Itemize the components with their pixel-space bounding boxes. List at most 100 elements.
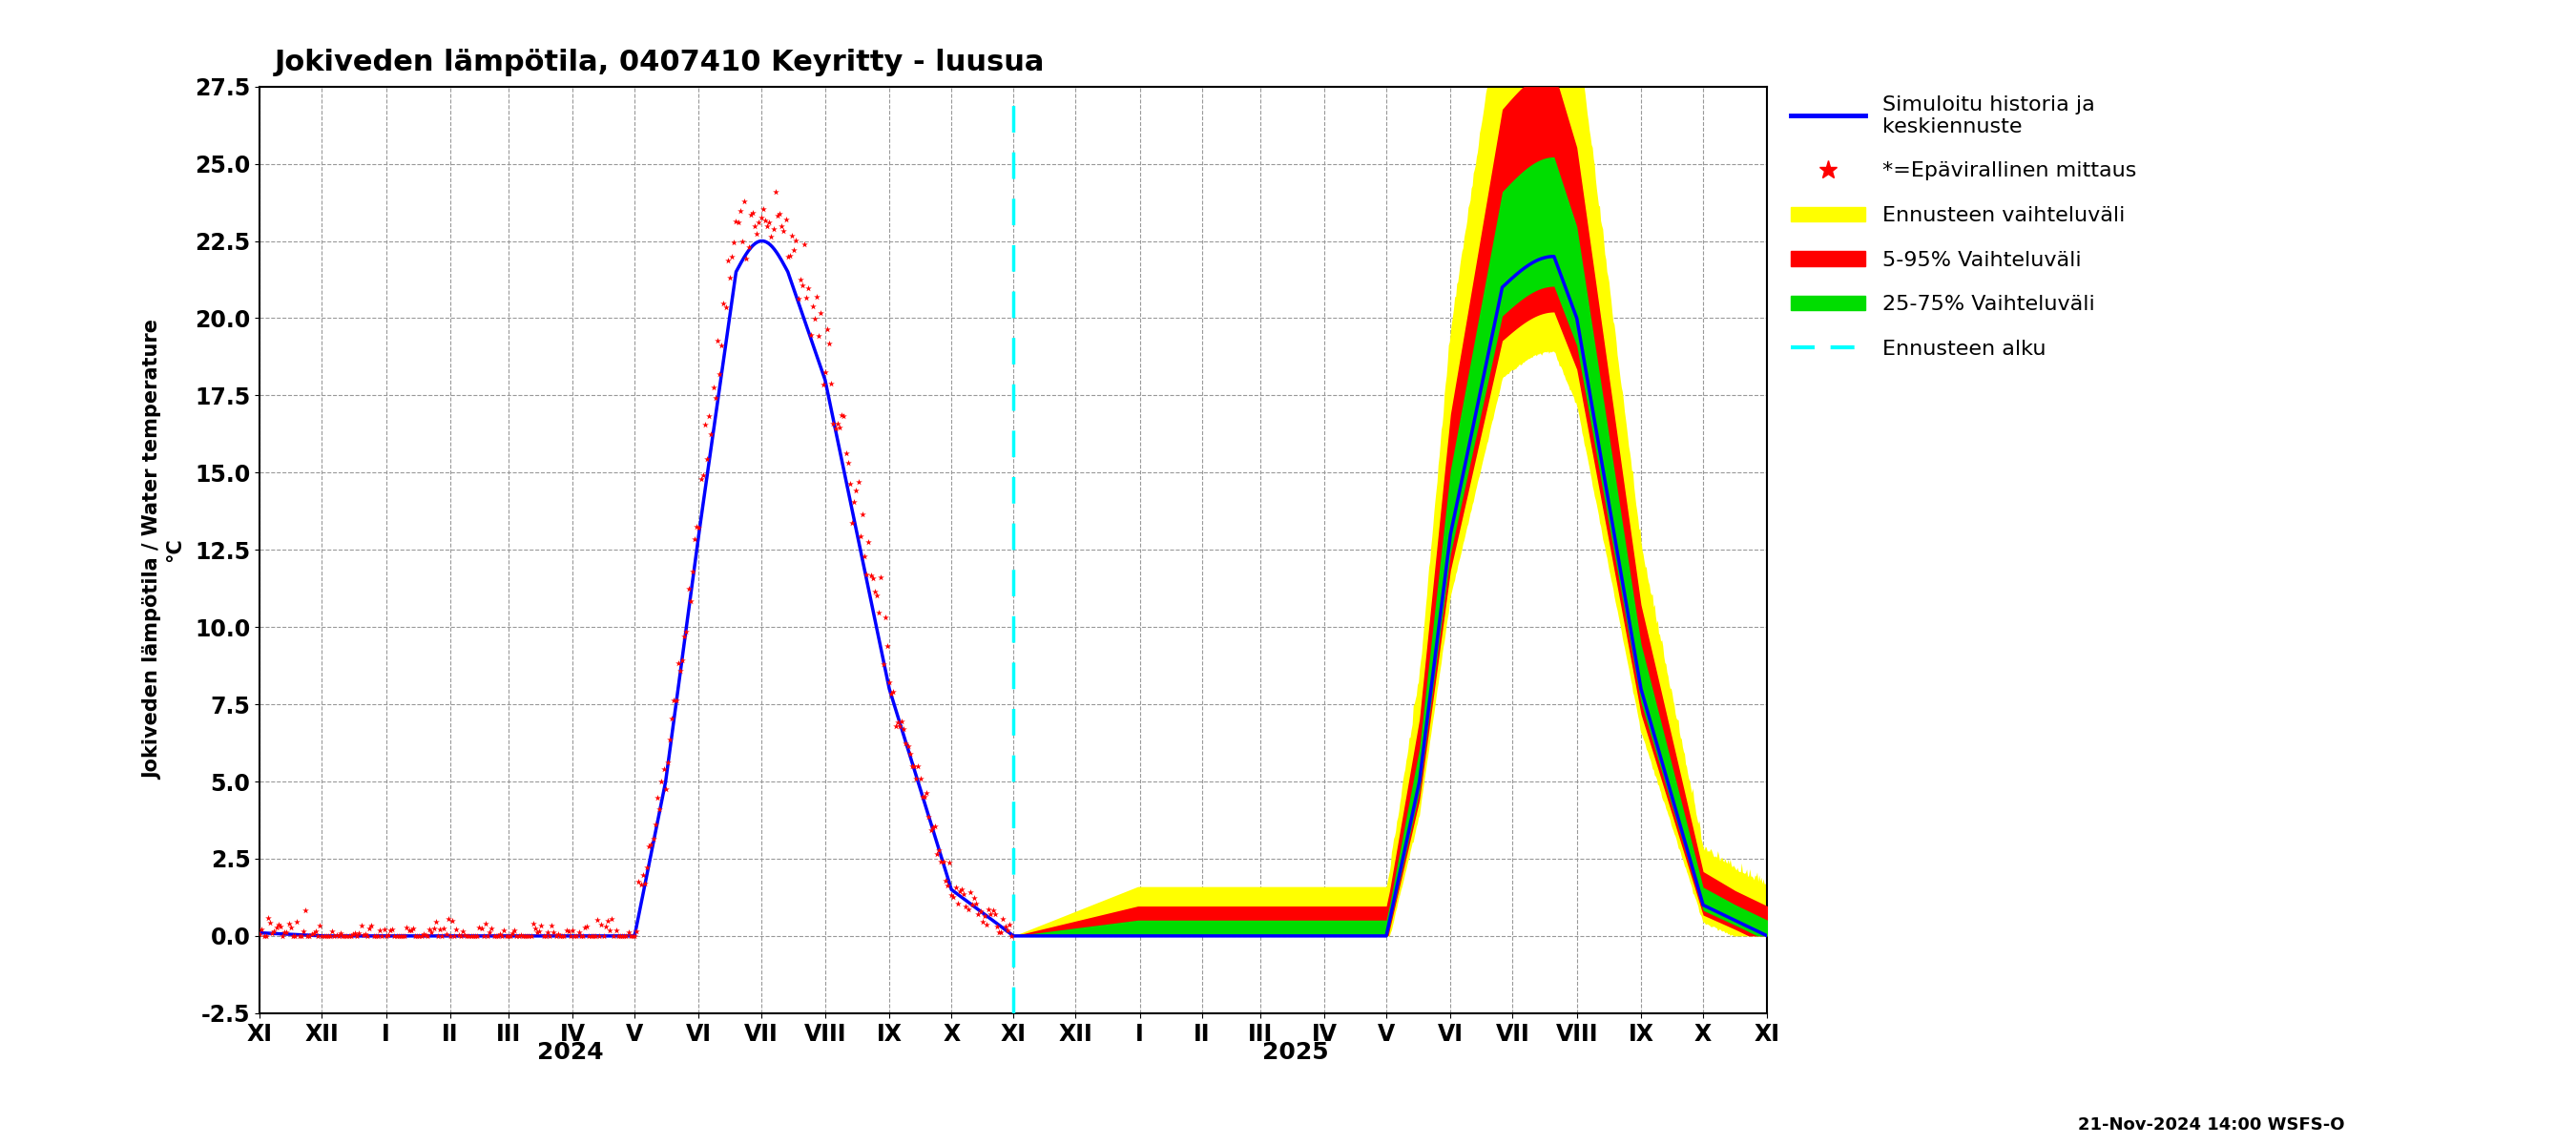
- Point: [696, 389, 737, 408]
- Point: [291, 925, 332, 943]
- Point: [644, 780, 685, 798]
- Point: [958, 905, 999, 923]
- Point: [845, 566, 886, 584]
- Point: [814, 414, 855, 433]
- Point: [572, 926, 613, 945]
- Point: [528, 923, 569, 941]
- Point: [801, 376, 842, 394]
- Point: [348, 926, 389, 945]
- Point: [670, 592, 711, 610]
- Point: [750, 214, 791, 232]
- Point: [974, 906, 1015, 924]
- Point: [453, 926, 495, 945]
- Point: [255, 918, 296, 937]
- Point: [623, 866, 665, 884]
- Point: [479, 925, 520, 943]
- Point: [881, 712, 922, 731]
- Point: [848, 532, 889, 551]
- Point: [461, 919, 502, 938]
- Point: [289, 926, 330, 945]
- Point: [337, 926, 379, 945]
- Point: [984, 917, 1025, 935]
- Point: [247, 909, 289, 927]
- Legend: Simuloitu historia ja
keskiennuste, *=Epävirallinen mittaus, Ennusteen vaihteluv: Simuloitu historia ja keskiennuste, *=Ep…: [1783, 87, 2146, 368]
- Point: [371, 921, 412, 939]
- Point: [914, 816, 956, 835]
- Point: [587, 911, 629, 930]
- Point: [832, 514, 873, 532]
- Point: [569, 926, 611, 945]
- Point: [711, 247, 752, 266]
- Point: [518, 923, 559, 941]
- Point: [569, 926, 611, 945]
- Point: [410, 921, 451, 939]
- Point: [685, 416, 726, 434]
- Point: [940, 882, 981, 900]
- Point: [760, 205, 801, 223]
- Text: 2025: 2025: [1262, 1041, 1329, 1064]
- Point: [281, 926, 322, 945]
- Point: [345, 925, 386, 943]
- Point: [250, 914, 291, 932]
- Point: [647, 753, 688, 772]
- Point: [976, 918, 1018, 937]
- Point: [933, 887, 974, 906]
- Point: [507, 926, 549, 945]
- Point: [662, 650, 703, 669]
- Point: [242, 921, 283, 939]
- Point: [415, 913, 456, 931]
- Point: [433, 926, 474, 945]
- Point: [337, 924, 379, 942]
- Point: [701, 337, 742, 355]
- Point: [577, 910, 618, 929]
- Point: [737, 224, 778, 243]
- Point: [726, 250, 768, 268]
- Point: [533, 923, 574, 941]
- Point: [312, 923, 353, 941]
- Point: [757, 207, 799, 226]
- Point: [605, 926, 647, 945]
- Point: [961, 913, 1002, 931]
- Point: [600, 926, 641, 945]
- Point: [515, 919, 556, 938]
- Point: [889, 744, 930, 763]
- Point: [744, 211, 786, 229]
- Point: [904, 788, 945, 806]
- Point: [853, 569, 894, 587]
- Point: [750, 228, 791, 246]
- Point: [618, 872, 659, 891]
- Point: [562, 926, 603, 945]
- Point: [811, 374, 853, 393]
- Point: [878, 717, 920, 735]
- Point: [989, 916, 1030, 934]
- Point: [940, 881, 981, 899]
- Point: [376, 926, 417, 945]
- Point: [992, 926, 1033, 945]
- Point: [268, 915, 309, 933]
- Point: [912, 818, 953, 836]
- Point: [981, 923, 1023, 941]
- Point: [314, 926, 355, 945]
- Point: [822, 406, 863, 425]
- Point: [829, 474, 871, 492]
- Point: [665, 623, 706, 641]
- Point: [564, 918, 605, 937]
- Point: [768, 247, 809, 266]
- Point: [969, 900, 1010, 918]
- Point: [520, 917, 562, 935]
- Point: [783, 236, 824, 254]
- Point: [592, 926, 634, 945]
- Point: [304, 926, 345, 945]
- Point: [672, 562, 714, 581]
- Point: [265, 923, 307, 941]
- Point: [930, 886, 971, 905]
- Point: [544, 926, 585, 945]
- Point: [781, 270, 822, 289]
- Point: [399, 926, 440, 945]
- Point: [505, 926, 546, 945]
- Point: [971, 905, 1012, 923]
- Point: [379, 926, 420, 945]
- Point: [876, 717, 917, 735]
- Point: [920, 853, 961, 871]
- Point: [786, 289, 827, 307]
